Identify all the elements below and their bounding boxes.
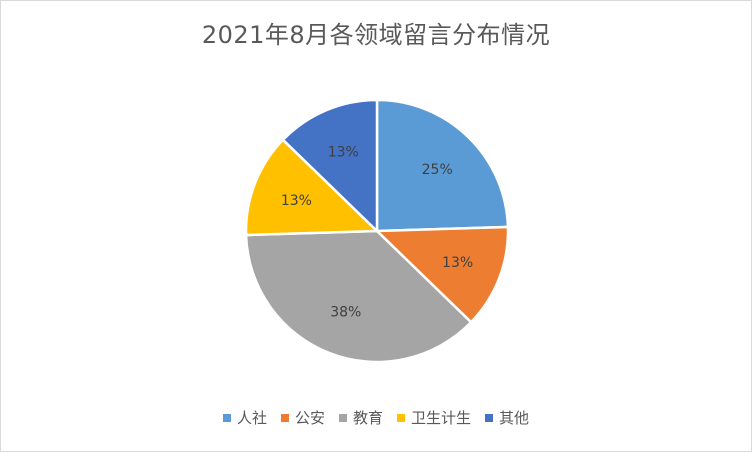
pie-slice-教育 [244, 229, 473, 364]
legend-swatch [338, 413, 347, 422]
legend-item-其他: 其他 [485, 407, 529, 428]
legend-swatch [485, 413, 494, 422]
legend-item-公安: 公安 [280, 407, 325, 428]
data-label-人社: 25% [422, 162, 453, 178]
legend-label: 教育 [352, 409, 383, 427]
legend-label: 人社 [236, 409, 267, 427]
pie-slice-人社 [375, 98, 510, 233]
pie-slice-公安 [374, 225, 510, 324]
data-label-其他: 13% [328, 144, 359, 160]
legend-label: 其他 [499, 409, 530, 427]
chart-title: 2021年8月各领域留言分布情况 [201, 21, 551, 49]
legend-swatch [222, 413, 231, 422]
pie-slices [244, 98, 510, 364]
legend-label: 卫生计生 [411, 409, 472, 427]
data-label-卫生计生: 13% [281, 193, 312, 209]
legend-swatch [280, 413, 289, 422]
legend: 人社 公安 教育 卫生计生 其他 [1, 407, 751, 428]
data-label-公安: 13% [442, 255, 473, 271]
legend-item-卫生计生: 卫生计生 [397, 407, 471, 428]
legend-item-教育: 教育 [338, 407, 383, 428]
pie-slice-卫生计生 [244, 138, 380, 237]
data-label-教育: 38% [330, 305, 361, 321]
legend-swatch [397, 413, 405, 422]
legend-label: 公安 [294, 409, 325, 427]
pie-slice-其他 [281, 98, 379, 234]
pie-labels: 25% 13% 38% 13% 13% [281, 144, 473, 320]
legend-item-人社: 人社 [222, 407, 267, 428]
